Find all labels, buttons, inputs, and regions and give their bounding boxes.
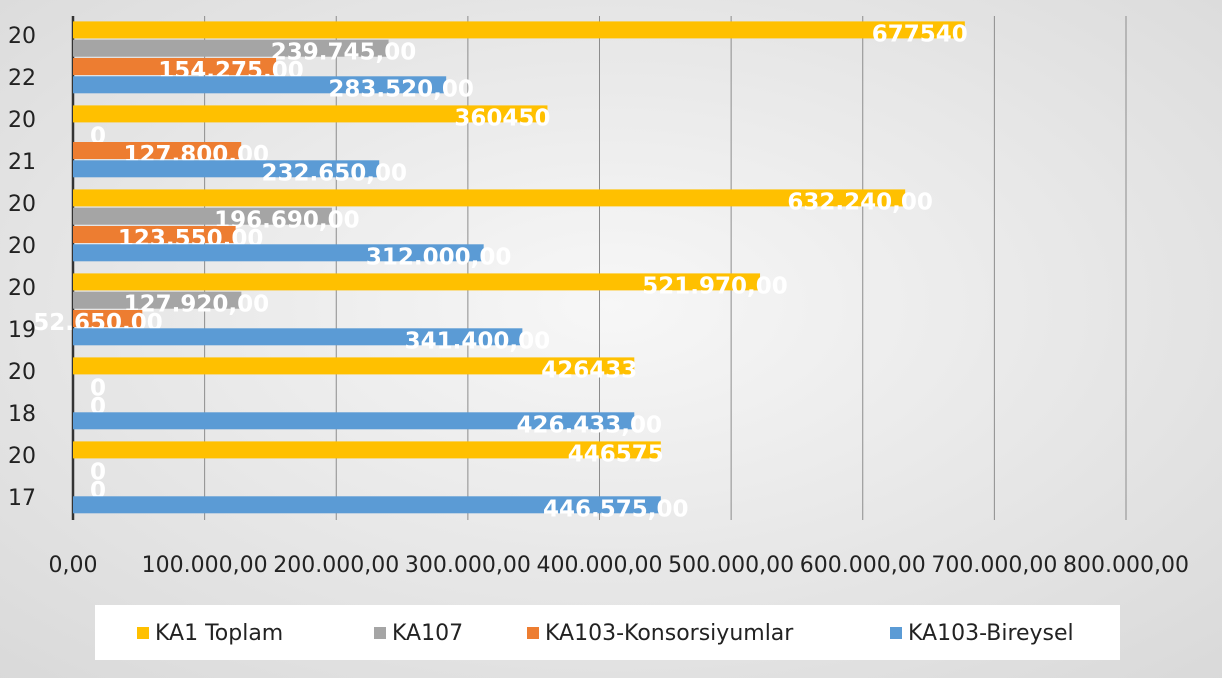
bar bbox=[73, 105, 548, 123]
bar bbox=[73, 273, 761, 291]
data-label: 341.400,00 bbox=[405, 328, 551, 354]
data-label: 239.745,00 bbox=[271, 40, 417, 66]
data-label: 360450 bbox=[454, 105, 550, 131]
legend-label: KA103-Bireysel bbox=[908, 621, 1074, 646]
bar bbox=[73, 328, 523, 346]
data-label: 426433 bbox=[541, 357, 637, 383]
y-tick-label: 2017 bbox=[8, 444, 36, 511]
data-label: 677540 bbox=[872, 21, 968, 47]
data-label: 232.650,00 bbox=[261, 160, 407, 186]
bar bbox=[73, 58, 277, 75]
legend-box bbox=[95, 605, 1120, 660]
data-label: 426.433,00 bbox=[517, 412, 663, 438]
data-label: 312.000,00 bbox=[366, 244, 512, 270]
bar bbox=[73, 39, 389, 57]
bar bbox=[73, 21, 965, 39]
bar bbox=[73, 142, 242, 159]
y-tick-label: 2019 bbox=[8, 276, 36, 343]
x-tick-label: 800.000,00 bbox=[1063, 553, 1189, 578]
x-tick-label: 300.000,00 bbox=[405, 553, 531, 578]
legend-label: KA1 Toplam bbox=[155, 621, 283, 646]
bar bbox=[73, 441, 661, 459]
data-label: 0 bbox=[90, 376, 106, 402]
data-label: 127.920,00 bbox=[124, 292, 270, 318]
x-tick-label: 500.000,00 bbox=[668, 553, 794, 578]
data-label: 446.575,00 bbox=[543, 496, 689, 522]
x-tick-label: 0,00 bbox=[49, 553, 98, 578]
data-label: 521.970,00 bbox=[642, 273, 788, 299]
bar bbox=[73, 76, 447, 94]
legend-label: KA107 bbox=[392, 621, 463, 646]
data-label: 0 bbox=[90, 460, 106, 486]
legend-swatch bbox=[374, 627, 386, 639]
data-label: 446575 bbox=[568, 441, 664, 467]
y-tick-label: 2021 bbox=[8, 108, 36, 175]
bar bbox=[73, 357, 635, 375]
y-tick-label: 2022 bbox=[8, 24, 36, 91]
x-tick-label: 100.000,00 bbox=[142, 553, 268, 578]
legend-swatch bbox=[137, 627, 149, 639]
x-tick-label: 200.000,00 bbox=[273, 553, 399, 578]
legend-swatch bbox=[527, 627, 539, 639]
legend-label: KA103-Konsorsiyumlar bbox=[545, 621, 794, 646]
bar bbox=[73, 310, 143, 327]
x-tick-label: 700.000,00 bbox=[931, 553, 1057, 578]
bar bbox=[73, 291, 242, 309]
bar bbox=[73, 207, 332, 225]
bar bbox=[73, 189, 906, 207]
bar bbox=[73, 412, 635, 430]
y-tick-label: 2018 bbox=[8, 360, 36, 427]
data-label: 632.240,00 bbox=[787, 189, 933, 215]
x-tick-label: 400.000,00 bbox=[537, 553, 663, 578]
x-tick-label: 600.000,00 bbox=[800, 553, 926, 578]
legend-swatch bbox=[890, 627, 902, 639]
y-tick-label: 2020 bbox=[8, 192, 36, 259]
bar bbox=[73, 226, 236, 243]
data-label: 196.690,00 bbox=[214, 208, 360, 234]
data-label: 283.520,00 bbox=[328, 76, 474, 102]
bar bbox=[73, 160, 380, 178]
bar bbox=[73, 244, 484, 262]
bar bbox=[73, 496, 661, 514]
